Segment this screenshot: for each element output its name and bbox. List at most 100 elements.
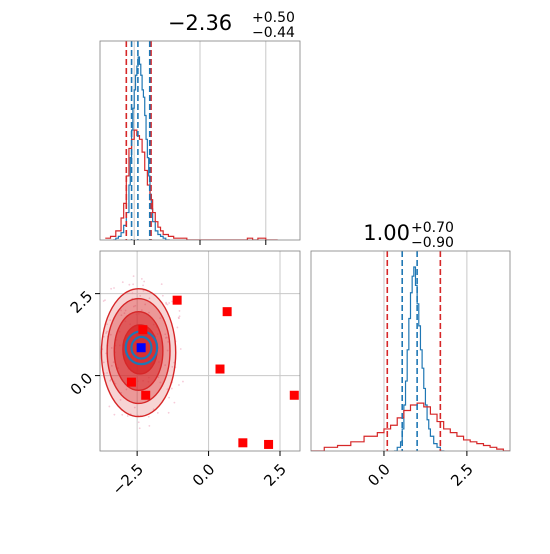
scatter-point	[121, 281, 124, 284]
scatter-point	[157, 376, 160, 379]
scatter-point	[97, 392, 99, 394]
scatter-point	[131, 292, 134, 295]
title-top-left-sub: −0.44	[252, 25, 295, 41]
red-marker	[126, 377, 136, 387]
scatter-point	[178, 317, 180, 320]
scatter-point	[106, 372, 108, 374]
scatter-point	[176, 326, 179, 329]
scatter-point	[124, 309, 127, 312]
scatter-point	[96, 325, 98, 327]
scatter-point	[102, 300, 105, 302]
scatter-point	[108, 405, 111, 408]
scatter-point	[168, 396, 170, 399]
panel-bottom-right: 1.00 +0.70 −0.90 0.0 2.5	[310, 220, 511, 490]
scatter-point	[112, 361, 115, 364]
ticks-bottom-right: 0.0 2.5	[364, 451, 477, 490]
scatter-point	[98, 331, 100, 333]
scatter-point	[105, 332, 108, 334]
scatter-point	[133, 406, 136, 409]
scatter-point	[90, 336, 92, 338]
x-tick-label: 0.0	[189, 460, 219, 490]
blue-marker	[136, 343, 146, 353]
scatter-point	[171, 300, 173, 303]
scatter-point	[159, 381, 162, 384]
scatter-point	[91, 374, 93, 376]
scatter-point	[95, 329, 97, 331]
scatter-point	[164, 364, 167, 367]
scatter-point	[166, 349, 169, 352]
grid-bottom-right	[383, 251, 468, 451]
scatter-point	[93, 370, 95, 372]
scatter-point	[132, 283, 135, 286]
scatter-point	[142, 284, 144, 287]
scatter-point	[95, 368, 97, 370]
title-top-left-base: −2.36	[168, 11, 232, 35]
scatter-point	[140, 277, 143, 280]
scatter-point	[128, 283, 131, 286]
scatter-point	[182, 380, 184, 383]
scatter-point	[110, 347, 113, 349]
scatter-point	[160, 283, 163, 285]
red-marker	[172, 295, 182, 305]
title-bottom-right-sup: +0.70	[411, 220, 454, 236]
y-tick-label: 0.0	[67, 369, 97, 399]
scatter-point	[94, 332, 96, 334]
red-marker	[264, 439, 274, 449]
panel-bottom-left: −2.5 0.0 2.5 0.0 2.5	[67, 250, 301, 499]
plot-area-top-left	[105, 41, 278, 240]
scatter-point	[132, 305, 135, 308]
plot-area-bottom-left	[90, 275, 299, 449]
scatter-point	[109, 379, 112, 382]
scatter-point	[147, 415, 150, 418]
plot-area-bottom-right	[311, 251, 510, 451]
scatter-point	[120, 314, 123, 317]
scatter-point	[148, 311, 150, 314]
scatter-point	[97, 351, 99, 353]
title-bottom-right-base: 1.00	[363, 221, 410, 245]
histogram-blue	[393, 266, 445, 451]
grid-top-left	[133, 41, 267, 240]
histogram-blue	[113, 56, 170, 240]
scatter-point	[139, 294, 142, 297]
title-bottom-right: 1.00	[363, 221, 410, 245]
red-marker	[222, 307, 232, 317]
frame-bottom-left	[99, 250, 301, 452]
panel-top-left: −2.36 +0.50 −0.44	[99, 10, 301, 245]
scatter-point	[165, 302, 168, 305]
scatter-point	[140, 309, 143, 312]
red-marker	[141, 390, 151, 400]
red-marker	[138, 325, 148, 335]
scatter-point	[110, 287, 113, 290]
scatter-point	[144, 303, 147, 306]
scatter-point	[126, 415, 129, 417]
x-tick-label: 2.5	[260, 460, 290, 490]
scatter-point	[161, 294, 164, 297]
scatter-point	[171, 365, 174, 368]
title-top-left-sup: +0.50	[252, 10, 295, 26]
scatter-point	[123, 312, 126, 315]
scatter-point	[178, 384, 180, 386]
scatter-point	[143, 280, 146, 283]
scatter-point	[156, 411, 159, 414]
scatter-point	[178, 315, 181, 318]
scatter-point	[167, 411, 170, 414]
frame-bottom-right	[310, 250, 511, 452]
scatter-point	[102, 335, 105, 338]
scatter-point	[113, 413, 116, 416]
scatter-point	[92, 332, 94, 334]
scatter-point	[120, 309, 122, 312]
x-tick-label: 2.5	[447, 460, 477, 490]
x-tick-label: 0.0	[364, 460, 394, 490]
scatter-point	[134, 304, 137, 307]
scatter-point	[106, 330, 108, 333]
histogram-red	[311, 402, 510, 451]
scatter-point	[125, 388, 128, 391]
scatter-point	[106, 323, 108, 326]
scatter-point	[119, 399, 122, 401]
scatter-point	[138, 427, 141, 430]
scatter-point	[173, 401, 176, 404]
scatter-point	[148, 297, 151, 300]
scatter-point	[170, 387, 173, 390]
scatter-point	[104, 299, 106, 302]
